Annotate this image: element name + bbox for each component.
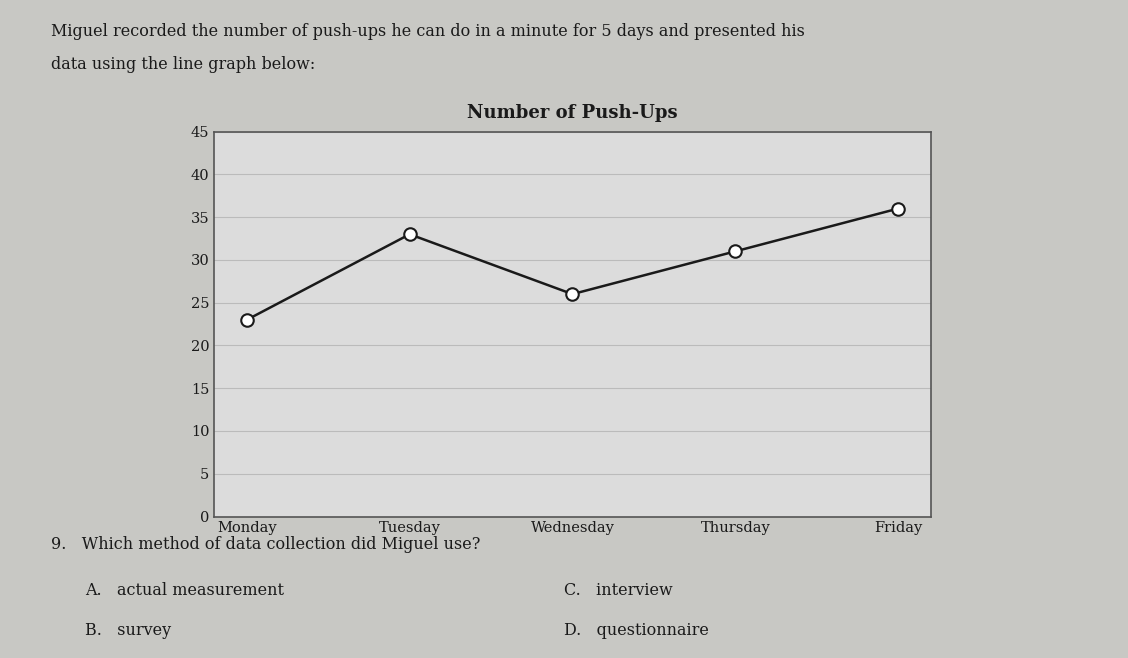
Text: 9.   Which method of data collection did Miguel use?: 9. Which method of data collection did M…	[51, 536, 481, 553]
Text: B.   survey: B. survey	[85, 622, 170, 639]
Text: A.   actual measurement: A. actual measurement	[85, 582, 283, 599]
Text: D.   questionnaire: D. questionnaire	[564, 622, 708, 639]
Text: Miguel recorded the number of push-ups he can do in a minute for 5 days and pres: Miguel recorded the number of push-ups h…	[51, 23, 804, 40]
Text: C.   interview: C. interview	[564, 582, 672, 599]
Text: data using the line graph below:: data using the line graph below:	[51, 56, 315, 73]
Title: Number of Push-Ups: Number of Push-Ups	[467, 104, 678, 122]
